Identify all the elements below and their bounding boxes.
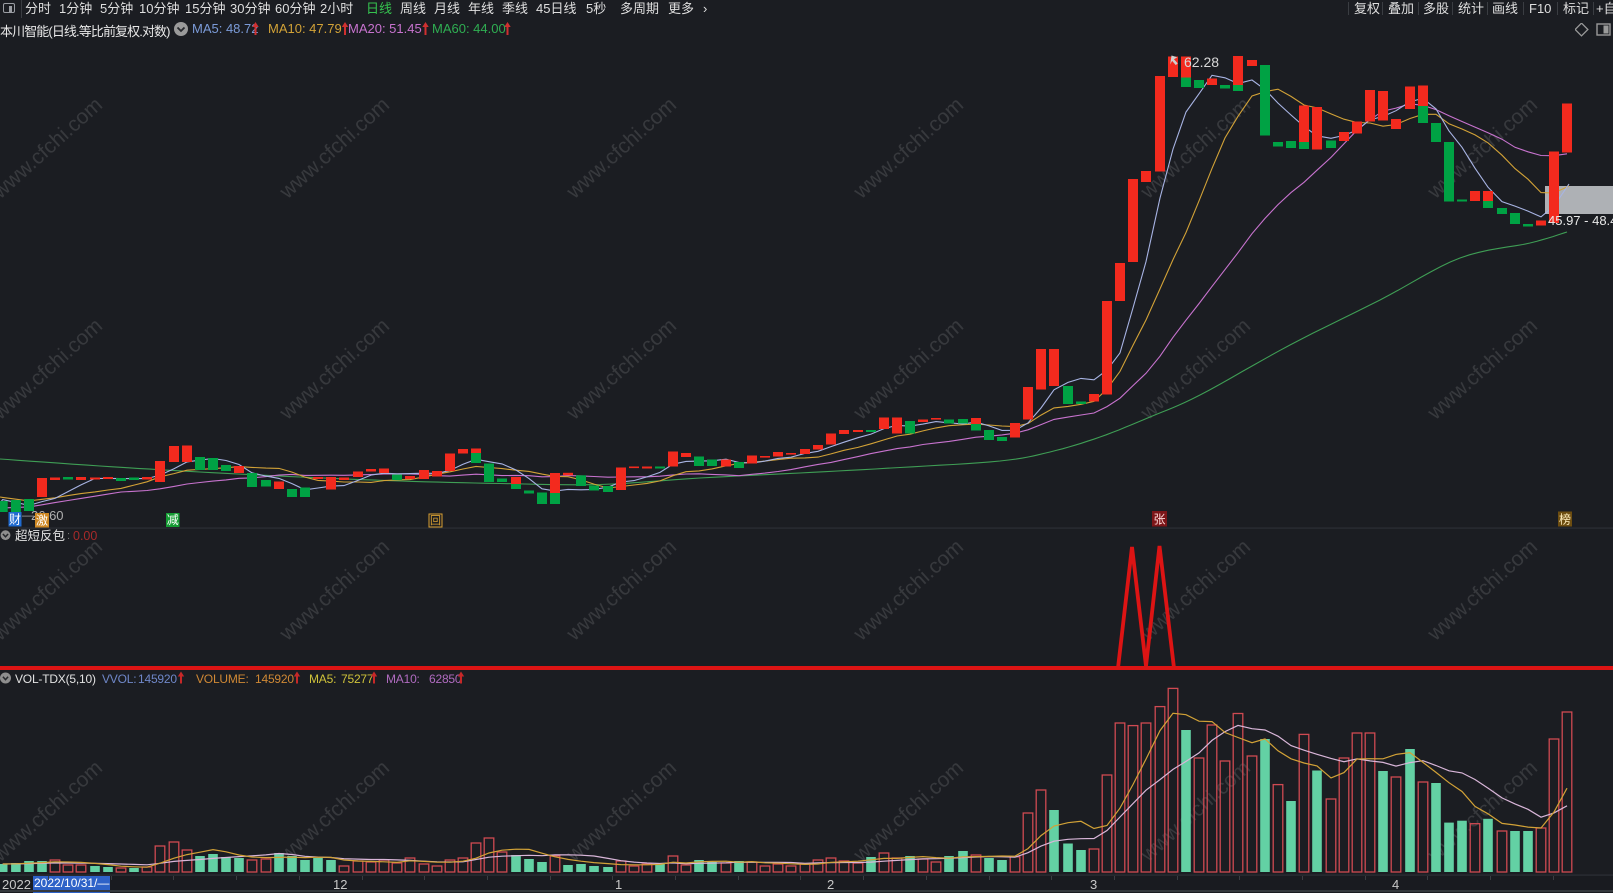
svg-text:145920: 145920 bbox=[138, 672, 177, 686]
svg-text:财: 财 bbox=[9, 513, 21, 527]
svg-text:超短反包: 超短反包 bbox=[15, 528, 65, 543]
svg-text:www.cfchi.com: www.cfchi.com bbox=[0, 314, 107, 425]
svg-text:www.cfchi.com: www.cfchi.com bbox=[849, 535, 968, 646]
svg-text:www.cfchi.com: www.cfchi.com bbox=[1423, 314, 1542, 425]
svg-text:www.cfchi.com: www.cfchi.com bbox=[275, 756, 394, 867]
svg-text:VVOL:: VVOL: bbox=[102, 672, 136, 686]
svg-text:75277: 75277 bbox=[341, 672, 374, 686]
svg-text:www.cfchi.com: www.cfchi.com bbox=[0, 756, 107, 867]
svg-text:www.cfchi.com: www.cfchi.com bbox=[562, 93, 681, 204]
svg-text:www.cfchi.com: www.cfchi.com bbox=[562, 535, 681, 646]
svg-text:榜: 榜 bbox=[1559, 512, 1571, 527]
svg-text:VOLUME:: VOLUME: bbox=[196, 672, 249, 686]
svg-text:www.cfchi.com: www.cfchi.com bbox=[1136, 756, 1255, 867]
svg-text:www.cfchi.com: www.cfchi.com bbox=[275, 314, 394, 425]
svg-text:www.cfchi.com: www.cfchi.com bbox=[849, 314, 968, 425]
svg-text:VOL-TDX(5,10): VOL-TDX(5,10) bbox=[15, 672, 96, 686]
svg-text:62.28: 62.28 bbox=[1184, 54, 1219, 70]
svg-text:www.cfchi.com: www.cfchi.com bbox=[1136, 93, 1255, 204]
svg-text:—: — bbox=[22, 508, 34, 522]
svg-text:www.cfchi.com: www.cfchi.com bbox=[1136, 314, 1255, 425]
svg-text:www.cfchi.com: www.cfchi.com bbox=[0, 535, 107, 646]
svg-text:www.cfchi.com: www.cfchi.com bbox=[562, 756, 681, 867]
svg-text:www.cfchi.com: www.cfchi.com bbox=[562, 314, 681, 425]
svg-text:MA10:: MA10: bbox=[386, 672, 420, 686]
svg-text:www.cfchi.com: www.cfchi.com bbox=[1423, 93, 1542, 204]
svg-text:www.cfchi.com: www.cfchi.com bbox=[849, 93, 968, 204]
svg-text:减: 减 bbox=[167, 513, 179, 527]
svg-text:www.cfchi.com: www.cfchi.com bbox=[275, 93, 394, 204]
svg-text:www.cfchi.com: www.cfchi.com bbox=[849, 756, 968, 867]
svg-text:45.97 - 48.4: 45.97 - 48.4 bbox=[1548, 213, 1613, 228]
svg-text:激: 激 bbox=[36, 514, 48, 528]
svg-text:www.cfchi.com: www.cfchi.com bbox=[0, 93, 107, 204]
svg-text:www.cfchi.com: www.cfchi.com bbox=[1423, 535, 1542, 646]
svg-text:145920: 145920 bbox=[255, 672, 294, 686]
svg-text:回: 回 bbox=[430, 514, 441, 527]
svg-text:张: 张 bbox=[1153, 513, 1165, 527]
svg-text:0.00: 0.00 bbox=[73, 529, 97, 543]
svg-text::: : bbox=[67, 530, 70, 542]
svg-text:www.cfchi.com: www.cfchi.com bbox=[275, 535, 394, 646]
svg-text:MA5:: MA5: bbox=[309, 672, 336, 686]
svg-text:62850: 62850 bbox=[429, 672, 462, 686]
